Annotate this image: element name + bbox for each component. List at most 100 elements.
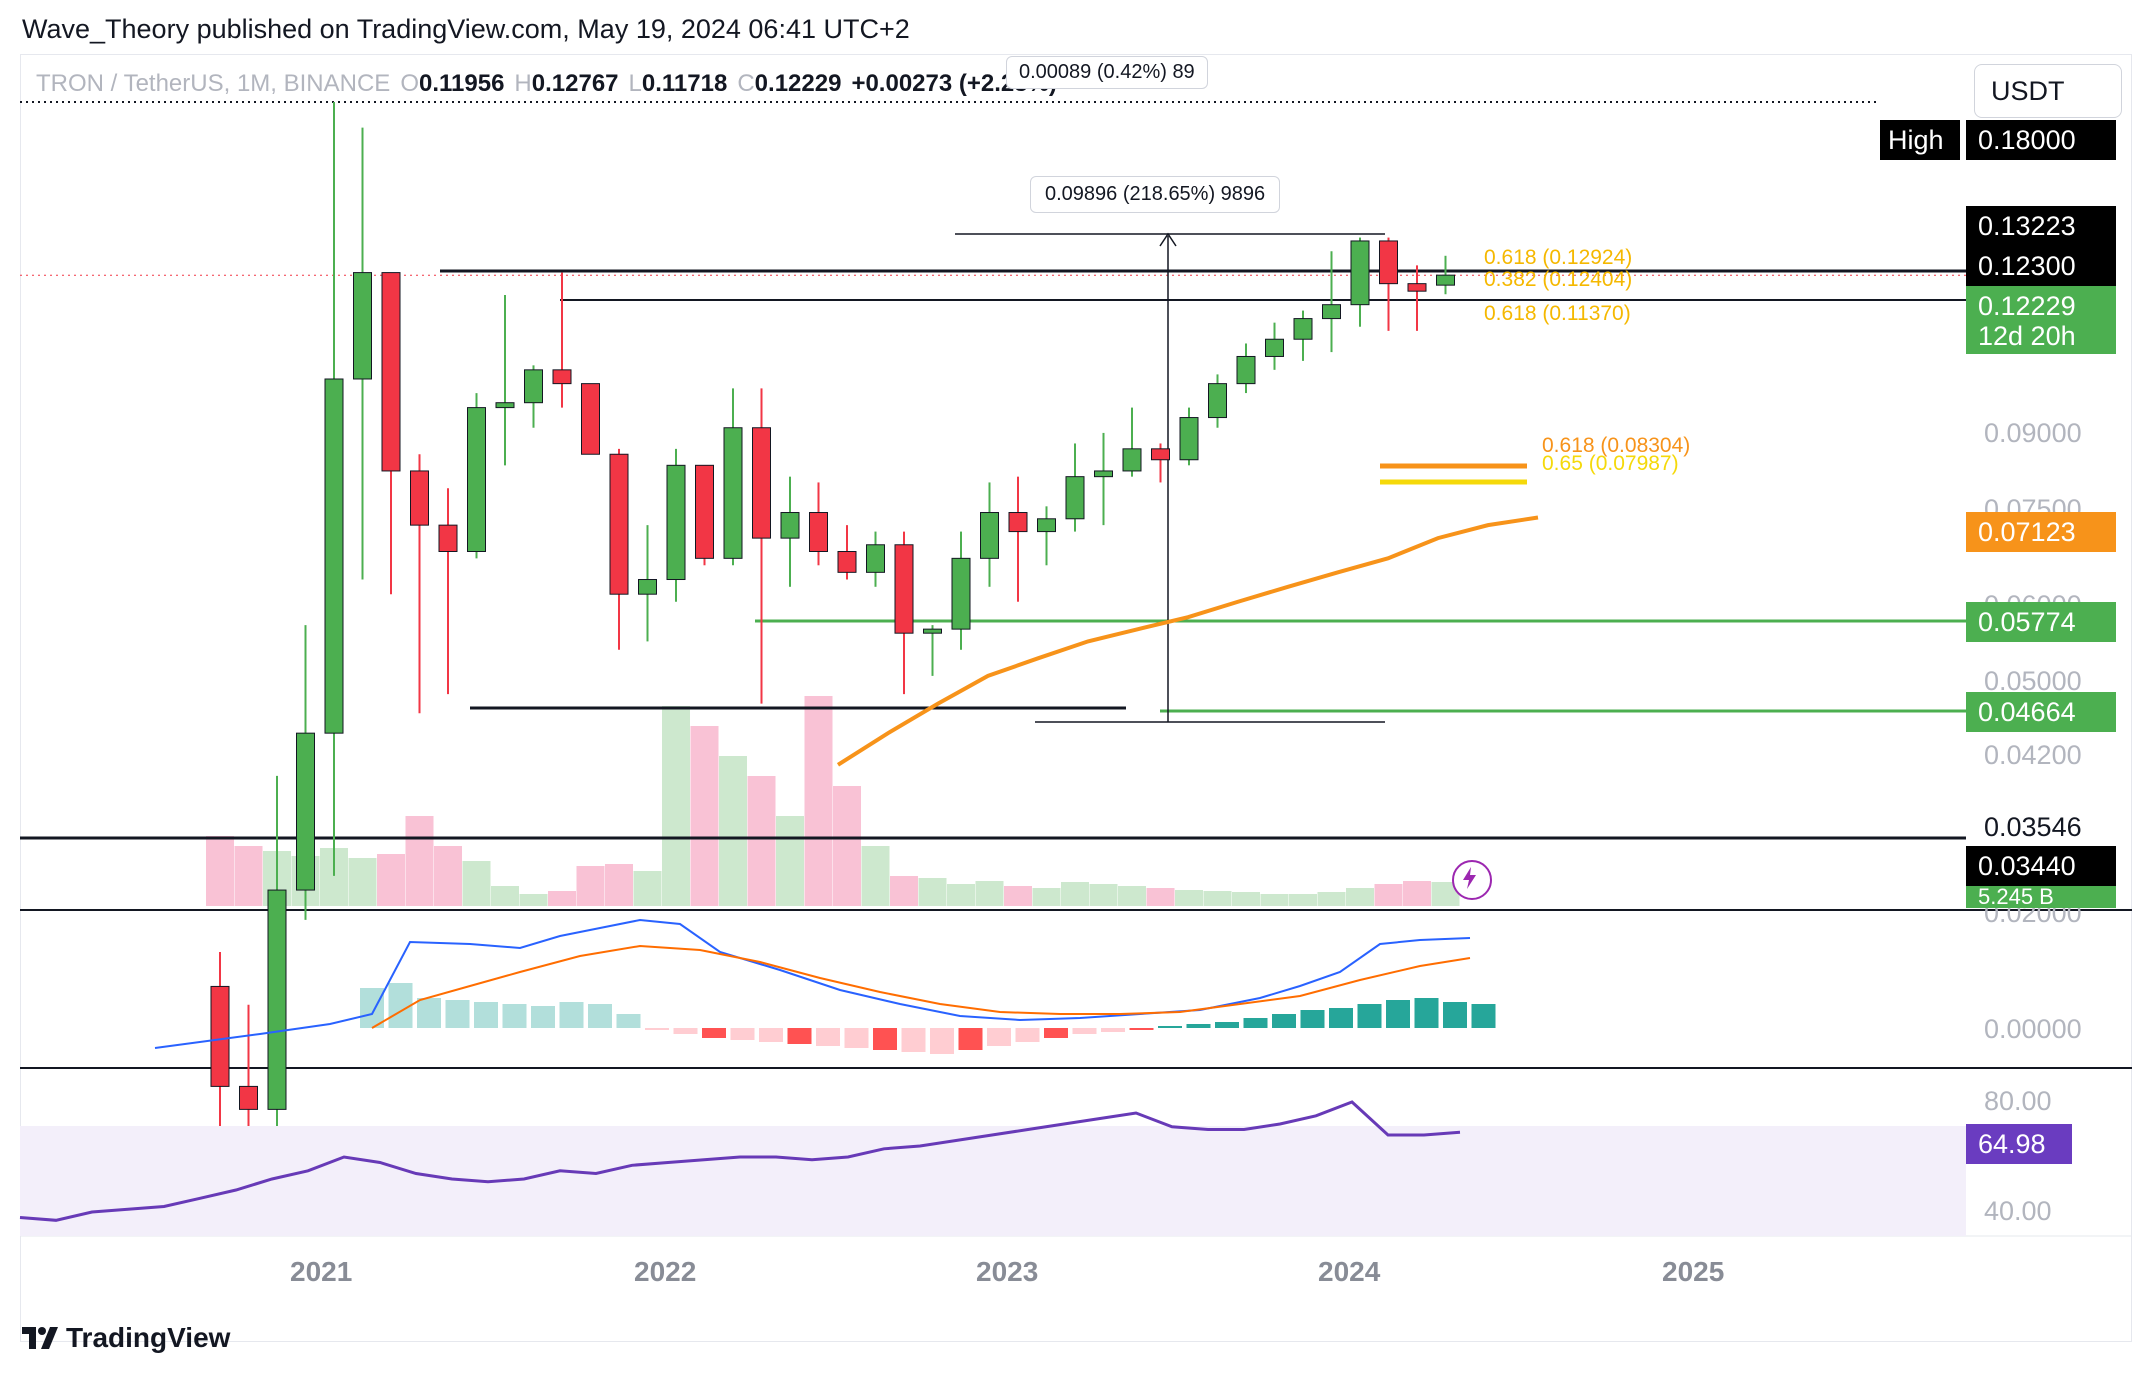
candle-body: [1065, 476, 1085, 520]
open-label: O: [400, 70, 419, 97]
candle-body: [1208, 383, 1227, 419]
candle-body: [923, 628, 942, 634]
macd-hist-bar: [987, 1028, 1011, 1046]
candle-body: [1407, 283, 1427, 292]
macd-hist-bar: [1329, 1008, 1353, 1028]
axis-label-macd-zero: 0.00000: [1984, 1014, 2082, 1044]
axis-label-0090: 0.09000: [1984, 418, 2082, 448]
volume-bar: [918, 878, 947, 906]
candle-body: [1379, 240, 1398, 285]
candle-body: [809, 512, 828, 553]
candle-body: [438, 524, 458, 553]
measure-top-label: 0.00089 (0.42%) 89: [1006, 56, 1208, 89]
volume-bar: [1403, 881, 1431, 906]
rsi-band: [20, 1126, 1966, 1236]
candle-body: [381, 272, 401, 472]
x-label-2025: 2025: [1662, 1256, 1725, 1287]
candle-body: [780, 512, 800, 539]
volume-bar: [576, 866, 605, 906]
axis-label-0050: 0.05000: [1984, 666, 2082, 696]
candle-body: [609, 453, 629, 595]
macd-hist-bar: [1243, 1018, 1268, 1028]
candle-body: [353, 272, 372, 380]
countdown-tag: 12d 20h: [1966, 318, 2116, 354]
candle-body: [951, 557, 971, 630]
macd-hist-bar: [730, 1028, 755, 1040]
candle-body: [1151, 448, 1170, 461]
macd-hist-bar: [816, 1028, 840, 1046]
volume-bar: [1346, 888, 1374, 906]
candle-body: [894, 544, 914, 634]
candle-body: [581, 383, 600, 455]
candle-body: [1094, 470, 1113, 478]
volume-bar: [348, 858, 377, 906]
currency-button[interactable]: USDT: [1974, 64, 2122, 118]
volume-bar: [605, 864, 633, 906]
ema-price-tag: 0.07123: [1966, 512, 2116, 552]
macd-hist-bar: [588, 1004, 612, 1028]
rsi-line: [19, 1100, 1461, 1222]
volume-bar: [690, 726, 719, 906]
macd-hist-bar: [616, 1014, 641, 1028]
candle-body: [495, 402, 515, 409]
macd-hist-bar: [901, 1028, 926, 1052]
macd-hist-bar: [759, 1028, 783, 1042]
candle-body: [638, 579, 657, 595]
macd-hist-bar: [844, 1028, 869, 1048]
volume-bar: [975, 881, 1004, 906]
close-value: 0.12229: [754, 70, 842, 97]
candle-body: [837, 551, 857, 573]
volume-bar: [633, 871, 662, 906]
macd-hist-bar: [1357, 1004, 1382, 1028]
macd-hist-bar: [1158, 1026, 1182, 1028]
volume-bar: [947, 884, 975, 906]
candle-body: [239, 1085, 258, 1110]
volume-tag: 5.245 B: [1966, 886, 2116, 908]
macd-hist-bar: [645, 1028, 669, 1030]
fib-label-0618-top: 0.618 (0.12924): [1484, 246, 1633, 269]
macd-hist-bar: [1272, 1014, 1296, 1028]
candle-body: [324, 378, 344, 734]
volume-bar: [1089, 884, 1118, 906]
candle-body: [210, 985, 230, 1087]
high-value: 0.12767: [531, 70, 619, 97]
candle-body: [410, 470, 429, 526]
macd-hist-bar: [787, 1028, 812, 1044]
macd-hist-bar: [1186, 1024, 1211, 1028]
volume-bar: [804, 696, 833, 906]
macd-hist-bar: [958, 1028, 983, 1050]
flash-icon[interactable]: [1452, 860, 1492, 900]
macd-hist-bar: [1215, 1022, 1239, 1028]
tradingview-logo[interactable]: TradingView: [22, 1322, 230, 1354]
tv-logo-icon: [22, 1327, 58, 1349]
macd-line: [154, 918, 1471, 1049]
volume-bar: [206, 836, 234, 906]
x-label-2022: 2022: [634, 1256, 697, 1287]
price-tag-003440: 0.03440: [1966, 846, 2116, 886]
candle-body: [1008, 512, 1028, 533]
volume-bar: [662, 706, 690, 906]
macd-hist-bar: [388, 983, 413, 1028]
candle-body: [980, 512, 999, 559]
symbol-label[interactable]: TRON / TetherUS, 1M, BINANCE: [36, 70, 391, 97]
macd-hist-bar: [1015, 1028, 1040, 1042]
volume-bar: [234, 846, 263, 906]
candle-body: [1265, 338, 1284, 357]
x-label-2021: 2021: [290, 1256, 353, 1287]
macd-hist-bar: [1129, 1028, 1154, 1030]
macd-hist-bar: [531, 1006, 555, 1028]
ohlc-legend: TRON / TetherUS, 1M, BINANCE O0.11956 H0…: [36, 70, 1057, 98]
macd-hist-bar: [1044, 1028, 1068, 1038]
close-label: C: [737, 70, 755, 97]
macd-hist-bar: [502, 1004, 527, 1028]
candle-body: [552, 369, 572, 385]
axis-label-rsi-80: 80.00: [1984, 1086, 2052, 1116]
volume-bar: [1032, 888, 1061, 906]
open-value: 0.11956: [418, 70, 505, 97]
x-label-2023: 2023: [976, 1256, 1039, 1287]
volume-bar: [1374, 884, 1403, 906]
macd-hist-bar: [1386, 1000, 1410, 1028]
candle-body: [1293, 318, 1313, 340]
volume-bar: [1004, 886, 1032, 906]
